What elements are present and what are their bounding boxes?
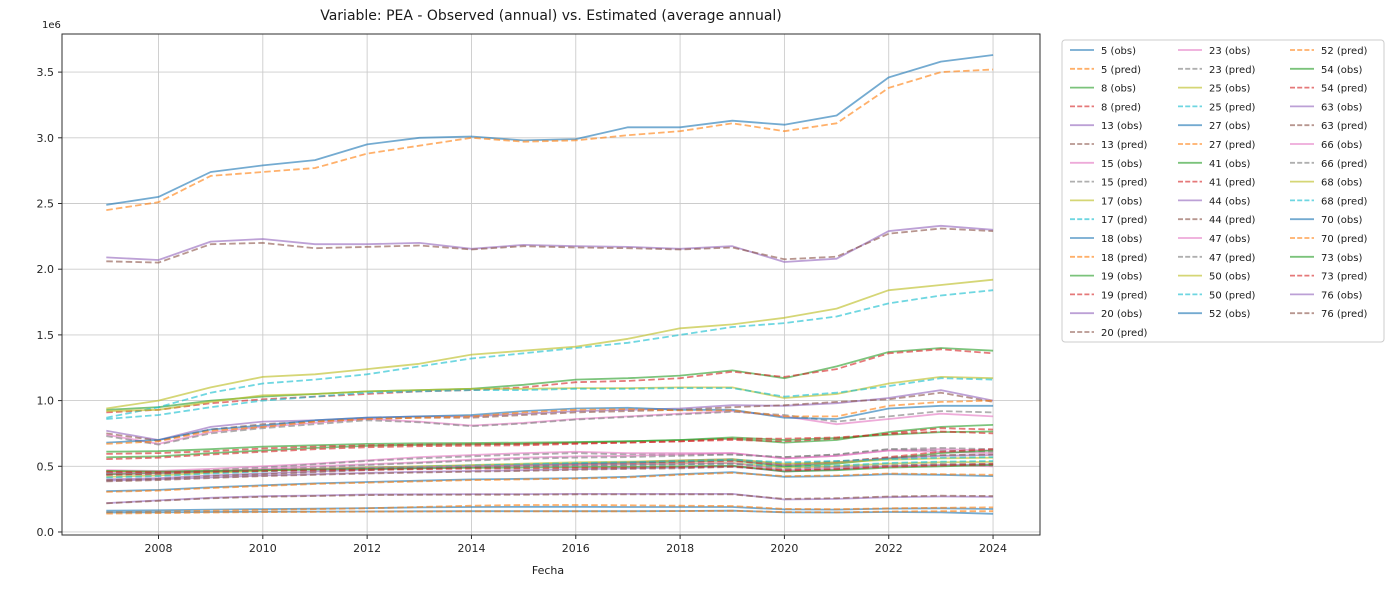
legend-label: 20 (pred)	[1101, 328, 1148, 339]
legend-label: 8 (pred)	[1101, 102, 1141, 113]
legend-label: 17 (obs)	[1101, 196, 1142, 207]
legend-label: 27 (pred)	[1209, 140, 1256, 151]
x-tick-label: 2024	[979, 542, 1007, 555]
legend-label: 15 (obs)	[1101, 159, 1142, 170]
plot-line-54-obs	[106, 430, 994, 453]
legend-label: 5 (obs)	[1101, 46, 1136, 57]
plot-line-68-pred	[106, 377, 994, 420]
plot-line-52-obs	[106, 404, 994, 444]
legend-label: 63 (obs)	[1321, 102, 1362, 113]
chart-title: Variable: PEA - Observed (annual) vs. Es…	[320, 8, 782, 24]
x-tick-label: 2010	[249, 542, 277, 555]
legend-label: 76 (obs)	[1321, 290, 1362, 301]
legend-label: 70 (pred)	[1321, 234, 1368, 245]
legend-label: 25 (pred)	[1209, 102, 1256, 113]
x-tick-label: 2022	[875, 542, 903, 555]
y-tick-label: 0.0	[37, 526, 55, 539]
legend-label: 73 (pred)	[1321, 272, 1368, 283]
legend-label: 63 (pred)	[1321, 121, 1368, 132]
plot-line-47-pred	[106, 410, 994, 446]
legend-label: 18 (pred)	[1101, 253, 1148, 264]
legend-label: 5 (pred)	[1101, 65, 1141, 76]
x-tick-label: 2012	[353, 542, 381, 555]
legend-label: 66 (pred)	[1321, 159, 1368, 170]
legend-label: 52 (pred)	[1321, 46, 1368, 57]
y-tick-label: 3.5	[37, 66, 55, 79]
plot-line-76-obs	[106, 224, 994, 263]
legend-label: 76 (pred)	[1321, 309, 1368, 320]
plot-line-76-pred	[106, 227, 994, 264]
plot-line-25-obs	[106, 278, 994, 410]
legend-label: 54 (obs)	[1321, 65, 1362, 76]
y-axis-offset-label: 1e6	[42, 20, 61, 31]
x-tick-label: 2016	[562, 542, 590, 555]
legend-label: 18 (obs)	[1101, 234, 1142, 245]
y-tick-label: 0.5	[37, 460, 55, 473]
legend-label: 50 (obs)	[1209, 272, 1250, 283]
legend-label: 73 (obs)	[1321, 253, 1362, 264]
legend-label: 25 (obs)	[1209, 84, 1250, 95]
legend-label: 44 (obs)	[1209, 196, 1250, 207]
plot-line-13-pred	[106, 391, 994, 442]
legend-label: 13 (pred)	[1101, 140, 1148, 151]
legend-label: 54 (pred)	[1321, 84, 1368, 95]
legend-label: 41 (obs)	[1209, 159, 1250, 170]
legend-label: 8 (obs)	[1101, 84, 1136, 95]
plot-line-5-obs	[106, 54, 994, 206]
plot-line-18-pred	[106, 504, 994, 514]
legend-label: 23 (pred)	[1209, 65, 1256, 76]
plot-line-27-pred	[106, 509, 994, 515]
legend-label: 13 (obs)	[1101, 121, 1142, 132]
x-tick-label: 2014	[457, 542, 485, 555]
y-tick-label: 2.5	[37, 197, 55, 210]
y-tick-label: 1.0	[37, 395, 55, 408]
x-tick-label: 2020	[770, 542, 798, 555]
plot-line-54-pred	[106, 430, 994, 455]
legend-label: 50 (pred)	[1209, 290, 1256, 301]
legend-label: 70 (obs)	[1321, 215, 1362, 226]
legend-label: 23 (obs)	[1209, 46, 1250, 57]
legend-label: 20 (obs)	[1101, 309, 1142, 320]
plot-line-27-obs	[106, 509, 994, 515]
x-tick-label: 2008	[144, 542, 172, 555]
legend-label: 47 (obs)	[1209, 234, 1250, 245]
legend-label: 19 (obs)	[1101, 272, 1142, 283]
legend-label: 15 (pred)	[1101, 178, 1148, 189]
y-axis-label: Pea	[0, 268, 3, 289]
x-axis-label: Fecha	[531, 564, 565, 577]
plot-line-18-obs	[106, 505, 994, 512]
plot-line-73-pred	[106, 463, 994, 474]
legend-label: 68 (pred)	[1321, 196, 1368, 207]
plot-line-70-pred	[106, 471, 994, 493]
x-tick-label: 2018	[666, 542, 694, 555]
y-tick-label: 3.0	[37, 132, 55, 145]
y-tick-label: 1.5	[37, 329, 55, 342]
legend-label: 41 (pred)	[1209, 178, 1256, 189]
plot-border	[61, 33, 1041, 536]
y-tick-label: 2.0	[37, 263, 55, 276]
legend-label: 66 (obs)	[1321, 140, 1362, 151]
plot-line-63-pred	[106, 493, 994, 505]
legend-label: 52 (obs)	[1209, 309, 1250, 320]
legend-label: 68 (obs)	[1321, 178, 1362, 189]
plot-line-25-pred	[106, 289, 994, 419]
legend-label: 44 (pred)	[1209, 215, 1256, 226]
legend-box	[1061, 39, 1385, 343]
plot-line-63-obs	[106, 492, 994, 504]
legend-label: 27 (obs)	[1209, 121, 1250, 132]
legend-label: 47 (pred)	[1209, 253, 1256, 264]
plot-line-8-pred	[106, 348, 994, 414]
plot-line-52-pred	[106, 399, 994, 445]
legend-label: 19 (pred)	[1101, 290, 1148, 301]
legend-label: 17 (pred)	[1101, 215, 1148, 226]
